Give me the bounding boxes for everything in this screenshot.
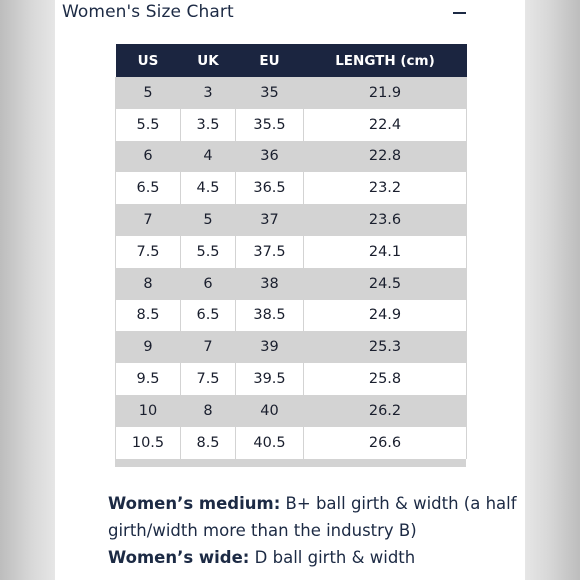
table-cell: 40.5 [235, 426, 304, 459]
table-cell: 26.6 [303, 426, 467, 459]
table-cell: 3.5 [180, 108, 236, 141]
table-cell: 26.2 [303, 394, 467, 427]
note-wide-text: D ball girth & width [249, 548, 416, 567]
header-length: LENGTH (cm) [335, 52, 435, 69]
note-wide: Women’s wide: D ball girth & width [108, 544, 518, 571]
table-row: 6 4 36 22.8 [115, 140, 467, 173]
table-cell: 25.3 [303, 331, 467, 364]
table-row: 8.5 6.5 38.5 24.9 [115, 299, 467, 332]
background-left [0, 0, 55, 580]
table-cell: 37.5 [235, 235, 304, 268]
note-medium-label: Women’s medium: [108, 494, 281, 513]
table-cell: 5.5 [180, 235, 236, 268]
table-cell: 7 [180, 331, 236, 364]
table-cell: 38 [235, 267, 304, 300]
table-row: 5.5 3.5 35.5 22.4 [115, 108, 467, 141]
table-row: 5 3 35 21.9 [115, 77, 467, 109]
table-cell: 24.1 [303, 235, 467, 268]
table-cell: 4.5 [180, 172, 236, 205]
table-cell: 10 [115, 394, 181, 427]
table-header-row: US UK EU LENGTH (cm) [115, 44, 467, 77]
table-cell: 5.5 [115, 108, 181, 141]
background-right [525, 0, 580, 580]
note-wide-label: Women’s wide: [108, 548, 250, 567]
table-cell: 8.5 [115, 299, 181, 332]
note-medium-text: B+ ball girth & width (a half girth/widt… [108, 494, 517, 540]
table-cell: 7.5 [115, 235, 181, 268]
table-row: 7.5 5.5 37.5 24.1 [115, 235, 467, 268]
table-cell: 38.5 [235, 299, 304, 332]
table-cell: 8.5 [180, 426, 236, 459]
table-cell: 36.5 [235, 172, 304, 205]
table-cell: 23.2 [303, 172, 467, 205]
table-cell: 40 [235, 394, 304, 427]
table-row: 10.5 8.5 40.5 26.6 [115, 426, 467, 459]
table-cell: 22.4 [303, 108, 467, 141]
table-cell: 4 [180, 140, 236, 173]
table-row: 6.5 4.5 36.5 23.2 [115, 172, 467, 205]
header-eu: EU [259, 52, 280, 69]
header-uk: UK [197, 52, 219, 69]
chart-title: Women's Size Chart [62, 2, 234, 22]
table-cell: 25.8 [303, 363, 467, 395]
table-row: 7 5 37 23.6 [115, 204, 467, 236]
note-medium: Women’s medium: B+ ball girth & width (a… [108, 490, 518, 544]
table-cell: 23.6 [303, 204, 467, 236]
table-cell: 36 [235, 140, 304, 173]
table-row: 9 7 39 25.3 [115, 331, 467, 364]
width-notes: Women’s medium: B+ ball girth & width (a… [108, 490, 518, 571]
accordion-header[interactable]: Women's Size Chart [62, 2, 466, 30]
table-cell: 35 [235, 77, 304, 109]
table-row: 8 6 38 24.5 [115, 267, 467, 300]
table-row: 10 8 40 26.2 [115, 394, 467, 427]
table-cell: 39.5 [235, 363, 304, 395]
header-us: US [137, 52, 159, 69]
table-cell: 21.9 [303, 77, 467, 109]
table-cell: 24.5 [303, 267, 467, 300]
table-cell: 5 [115, 77, 181, 109]
table-cell: 39 [235, 331, 304, 364]
table-cell: 24.9 [303, 299, 467, 332]
table-cell: 6 [115, 140, 181, 173]
collapse-icon[interactable] [453, 12, 466, 14]
table-cell: 5 [180, 204, 236, 236]
table-bottom-border [115, 458, 466, 467]
table-cell: 7.5 [180, 363, 236, 395]
table-cell: 37 [235, 204, 304, 236]
table-row: 9.5 7.5 39.5 25.8 [115, 363, 467, 395]
size-table: US UK EU LENGTH (cm) 5 3 35 21.9 5.5 3.5 35.5 2… [115, 44, 467, 459]
table-cell: 10.5 [115, 426, 181, 459]
table-cell: 22.8 [303, 140, 467, 173]
table-cell: 35.5 [235, 108, 304, 141]
table-cell: 9 [115, 331, 181, 364]
table-cell: 6.5 [115, 172, 181, 205]
size-table-container: US UK EU LENGTH (cm) 5 3 35 21.9 5.5 3.5 35.5 2… [115, 44, 467, 467]
table-cell: 9.5 [115, 363, 181, 395]
table-cell: 6 [180, 267, 236, 300]
table-cell: 7 [115, 204, 181, 236]
table-cell: 8 [115, 267, 181, 300]
table-cell: 8 [180, 394, 236, 427]
table-cell: 3 [180, 77, 236, 109]
table-cell: 6.5 [180, 299, 236, 332]
